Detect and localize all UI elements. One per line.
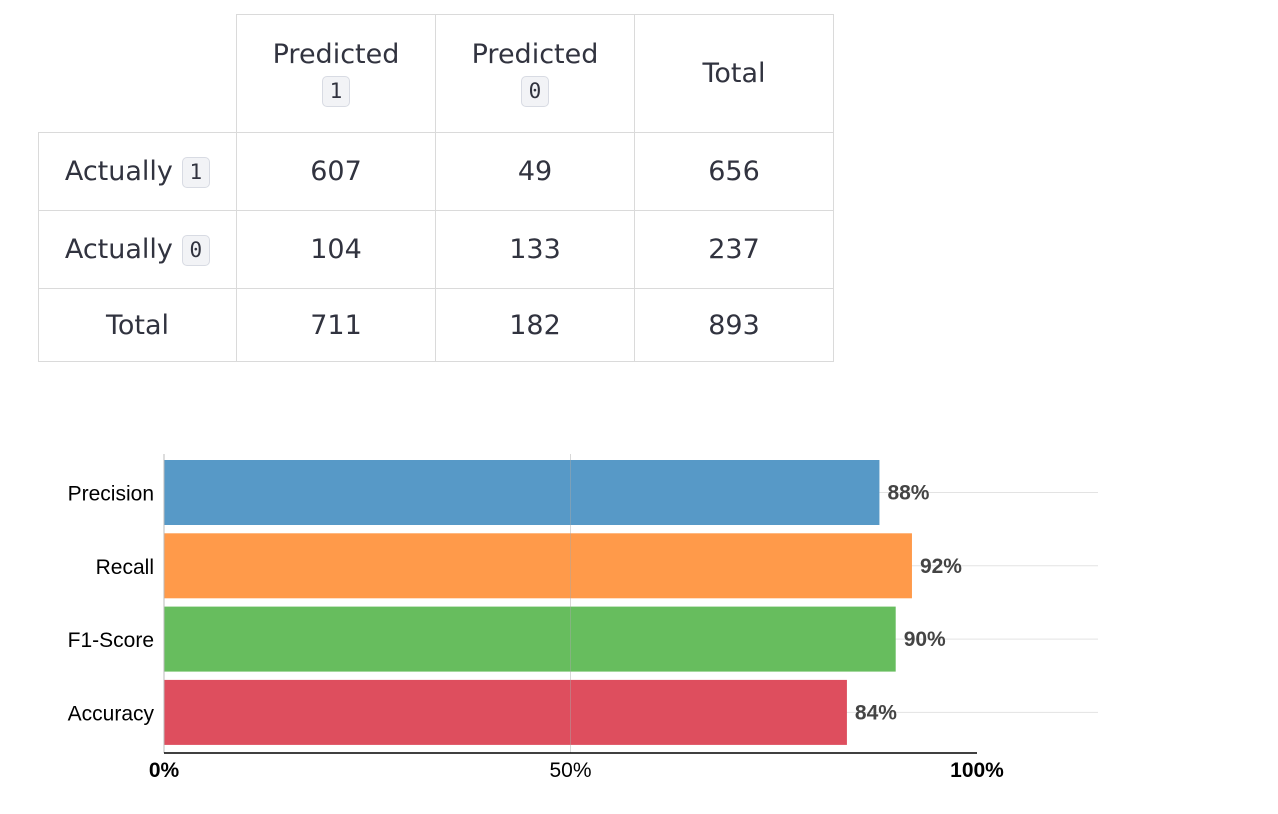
bar-f1-score	[164, 606, 896, 672]
row-label-text: Actually	[64, 155, 173, 187]
data-label: 90%	[904, 628, 946, 651]
header-predicted-0-code: 0	[520, 76, 550, 108]
x-tick-label: 0%	[149, 759, 180, 782]
y-tick-label: Recall	[96, 556, 154, 579]
cell-col-total-0: 182	[435, 288, 635, 362]
header-predicted-1-code: 1	[321, 76, 351, 108]
cell-true-negative: 133	[435, 210, 635, 289]
bar-recall	[164, 533, 912, 599]
table-row: Actually 0 104 133 237	[38, 210, 834, 289]
cell-row-total: 237	[634, 210, 834, 289]
row-label-actually-1: Actually 1	[38, 132, 237, 211]
metrics-bar-chart: 88% Precision 92% Recall 90% F1-Score 84% Accur…	[68, 454, 1098, 782]
x-tick-label: 50%	[549, 759, 591, 782]
row-label-text: Actually	[64, 233, 173, 265]
table-row: Actually 1 607 49 656	[38, 132, 834, 211]
bar-accuracy	[164, 679, 847, 745]
data-label: 92%	[920, 555, 962, 578]
bar-precision	[164, 460, 880, 525]
cell-true-positive: 607	[236, 132, 436, 211]
row-label-code: 1	[181, 156, 211, 188]
y-tick-label: F1-Score	[68, 629, 154, 652]
y-tick-label: Precision	[68, 483, 154, 506]
row-label-code: 0	[181, 234, 211, 266]
row-label-actually-0: Actually 0	[38, 210, 237, 289]
cell-grand-total: 893	[634, 288, 834, 362]
confusion-matrix-table: Predicted 1 Predicted 0 Total Actually 1…	[38, 14, 834, 362]
data-label: 88%	[887, 482, 929, 505]
corner-cell	[38, 14, 237, 133]
cell-false-negative: 49	[435, 132, 635, 211]
x-tick-label: 100%	[950, 759, 1004, 782]
header-total: Total	[634, 14, 834, 133]
y-tick-label: Accuracy	[68, 702, 155, 725]
cell-row-total: 656	[634, 132, 834, 211]
total-row-label: Total	[38, 288, 237, 362]
table-row-total: Total 711 182 893	[38, 288, 834, 362]
header-predicted-0-label: Predicted	[471, 38, 599, 70]
header-predicted-1-label: Predicted	[272, 38, 400, 70]
data-label: 84%	[855, 701, 897, 724]
header-predicted-0: Predicted 0	[435, 14, 635, 133]
cell-col-total-1: 711	[236, 288, 436, 362]
cell-false-positive: 104	[236, 210, 436, 289]
header-predicted-1: Predicted 1	[236, 14, 436, 133]
